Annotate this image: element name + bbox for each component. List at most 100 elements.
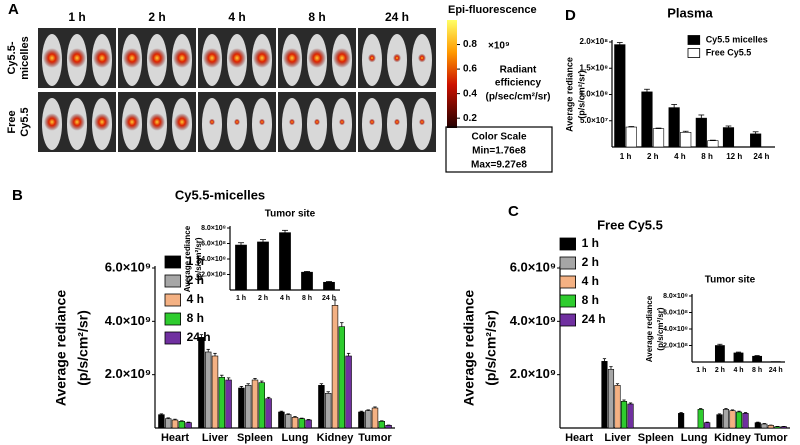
column-label: 4 h bbox=[228, 10, 245, 24]
signal bbox=[123, 48, 141, 68]
colorbar bbox=[447, 20, 457, 128]
legend-swatch bbox=[164, 293, 182, 307]
bar bbox=[378, 421, 385, 429]
x-tick-label: 2 h bbox=[258, 295, 268, 302]
signal bbox=[174, 113, 190, 131]
legend-swatch bbox=[164, 255, 182, 269]
legend-swatch bbox=[559, 237, 577, 251]
legend-swatch bbox=[559, 256, 577, 270]
legend-label: 24 h bbox=[187, 330, 211, 344]
y-axis-label: Average rediance bbox=[645, 295, 654, 362]
x-tick-label: 8 h bbox=[302, 295, 312, 302]
bar bbox=[780, 426, 787, 429]
chart-title: Tumor site bbox=[265, 209, 316, 220]
y-tick-label: 5.0×10⁷ bbox=[580, 116, 608, 125]
bar bbox=[211, 355, 219, 429]
x-tick-label: 8 h bbox=[752, 367, 762, 374]
legend-swatch bbox=[687, 35, 701, 45]
signal bbox=[209, 118, 215, 126]
row-label: Free bbox=[6, 110, 18, 133]
x-tick-label: 1 h bbox=[620, 152, 632, 161]
y-axis-label: (p/s/cm²/sr) bbox=[656, 307, 665, 350]
bar bbox=[171, 419, 179, 429]
legend-swatch bbox=[559, 313, 577, 327]
x-tick-label: 4 h bbox=[674, 152, 686, 161]
signal bbox=[43, 48, 61, 68]
x-tick-label: 24 h bbox=[322, 295, 336, 302]
y-axis-label: Average rediance bbox=[183, 225, 192, 292]
panel-a: A Epi-fluorescence ×10⁹ Radiant efficien… bbox=[8, 1, 553, 173]
bar bbox=[754, 422, 761, 429]
bar bbox=[722, 409, 730, 429]
y-tick-label: 4.0×10⁹ bbox=[510, 313, 556, 328]
bar bbox=[279, 232, 291, 291]
bar bbox=[257, 241, 269, 291]
signal bbox=[149, 113, 165, 131]
bar bbox=[627, 403, 634, 429]
x-tick-label: Tumor bbox=[358, 432, 392, 444]
bar bbox=[251, 379, 259, 429]
bar bbox=[752, 355, 763, 363]
bar bbox=[358, 411, 365, 429]
signal bbox=[69, 113, 85, 131]
legend-swatch bbox=[164, 312, 182, 326]
bar bbox=[198, 337, 205, 429]
bar bbox=[735, 411, 743, 429]
signal bbox=[93, 48, 111, 68]
bar bbox=[323, 281, 335, 291]
signal bbox=[368, 53, 376, 63]
chart-title: Tumor site bbox=[705, 275, 756, 286]
x-tick-label: Liver bbox=[202, 432, 229, 444]
signal bbox=[333, 48, 351, 68]
x-tick-label: 2 h bbox=[647, 152, 659, 161]
signal bbox=[148, 48, 166, 68]
signal bbox=[283, 48, 301, 68]
row-label: micelles bbox=[19, 36, 31, 79]
signal bbox=[259, 118, 265, 126]
bar bbox=[668, 107, 680, 148]
column-label: 24 h bbox=[385, 10, 409, 24]
bar bbox=[185, 422, 192, 429]
bar bbox=[742, 413, 749, 429]
bar bbox=[284, 414, 292, 429]
bar bbox=[750, 133, 762, 148]
y-tick-label: 2.0×10⁸ bbox=[201, 271, 226, 278]
signal bbox=[393, 53, 401, 63]
y-tick-label: 6.0×10⁸ bbox=[201, 240, 226, 247]
x-tick-label: Spleen bbox=[237, 432, 273, 444]
legend-label: 1 h bbox=[187, 254, 204, 268]
x-tick-label: Kidney bbox=[317, 432, 355, 444]
bar bbox=[729, 410, 736, 429]
chart-title: Plasma bbox=[667, 5, 713, 20]
x-tick-label: Liver bbox=[604, 432, 631, 444]
bar bbox=[165, 418, 172, 429]
signal bbox=[203, 48, 221, 68]
colorbar-tick-label: 0.4 bbox=[463, 88, 477, 99]
colorbar-label: (p/sec/cm²/sr) bbox=[485, 92, 550, 103]
bar bbox=[695, 117, 707, 148]
y-tick-label: 4.0×10⁸ bbox=[201, 256, 226, 263]
x-tick-label: Tumor bbox=[754, 432, 788, 444]
signal bbox=[308, 48, 326, 68]
panel-label: A bbox=[8, 1, 19, 18]
y-tick-label: 6.0×10⁹ bbox=[510, 259, 556, 274]
bar bbox=[716, 414, 723, 429]
bar bbox=[614, 385, 621, 429]
bar bbox=[238, 387, 245, 429]
signal bbox=[94, 113, 110, 131]
panel-label: C bbox=[508, 203, 519, 220]
bar bbox=[607, 369, 615, 429]
x-tick-label: 4 h bbox=[733, 367, 743, 374]
legend-swatch bbox=[559, 275, 577, 289]
legend-swatch bbox=[559, 294, 577, 308]
bar bbox=[291, 417, 299, 429]
legend-label: 2 h bbox=[582, 255, 599, 269]
column-label: 8 h bbox=[308, 10, 325, 24]
colorbar-label: Radiant bbox=[500, 65, 537, 76]
bar bbox=[338, 326, 345, 429]
colorbar-tick-label: 0.6 bbox=[463, 64, 477, 75]
signal bbox=[339, 118, 345, 126]
signal bbox=[124, 113, 140, 131]
panel-label: D bbox=[565, 7, 576, 24]
bar bbox=[258, 382, 265, 429]
